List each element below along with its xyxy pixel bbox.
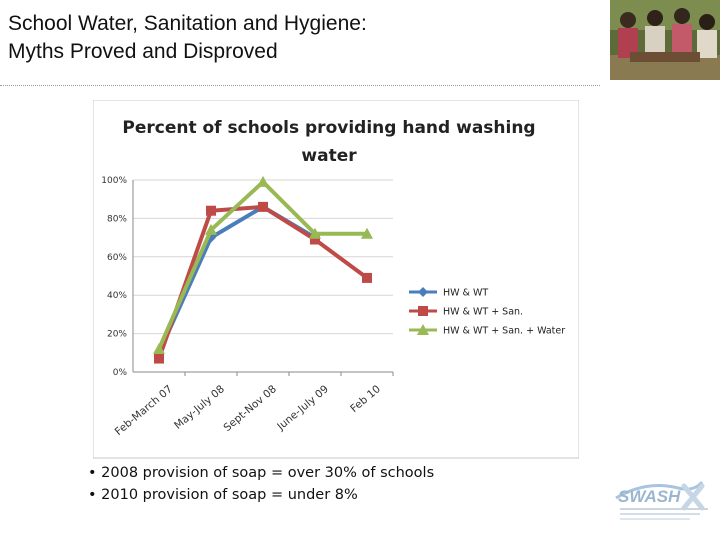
y-tick-label: 20% <box>107 330 127 340</box>
title-divider <box>0 85 600 86</box>
y-tick-label: 100% <box>101 176 127 186</box>
data-point-triangle <box>361 227 373 239</box>
swash-logo: SWASH <box>615 480 708 520</box>
legend-label: HW & WT + San. <box>443 307 523 318</box>
y-tick-label: 40% <box>107 291 127 301</box>
data-point-triangle <box>309 227 321 239</box>
data-point-square <box>362 272 372 283</box>
slide-title-line-1: School Water, Sanitation and Hygiene: <box>8 12 367 35</box>
schoolchildren-photo <box>610 0 720 80</box>
data-point-square <box>206 205 216 216</box>
data-point-triangle <box>257 175 269 187</box>
data-point-square <box>418 306 428 316</box>
chart-title-line-2: water <box>301 146 357 166</box>
chart-container: Percent of schools providing hand washin… <box>92 99 580 555</box>
data-point-triangle <box>417 324 429 335</box>
slide-title-line-2: Myths Proved and Disproved <box>8 40 278 63</box>
data-point-square <box>258 201 268 212</box>
data-point-triangle <box>153 342 165 354</box>
data-point-square <box>310 234 320 245</box>
bullet-item-2010-soap: • 2010 provision of soap = under 8% <box>88 487 358 503</box>
chart-frame <box>92 99 580 459</box>
legend-label: HW & WT <box>443 288 488 299</box>
bullet-item-2008-soap: • 2008 provision of soap = over 30% of s… <box>88 465 435 481</box>
bullet-list: • 2008 provision of soap = over 30% of s… <box>88 462 434 506</box>
data-point-square <box>154 353 164 364</box>
svg-text:SWASH: SWASH <box>618 487 681 506</box>
slide-title: School Water, Sanitation and Hygiene: My… <box>8 10 367 66</box>
y-tick-label: 60% <box>107 253 127 263</box>
chart-title-line-1: Percent of schools providing hand washin… <box>122 118 535 138</box>
chart-legend: HW & WT HW & WT + San. HW & WT + San. + Wa… <box>409 287 565 337</box>
data-point-diamond <box>418 287 428 297</box>
data-point-triangle <box>205 223 217 235</box>
y-tick-label: 0% <box>113 368 128 378</box>
y-tick-label: 80% <box>107 214 127 224</box>
legend-label: HW & WT + San. + Water <box>443 326 565 337</box>
hand-washing-line-chart: Percent of schools providing hand washin… <box>92 99 580 459</box>
